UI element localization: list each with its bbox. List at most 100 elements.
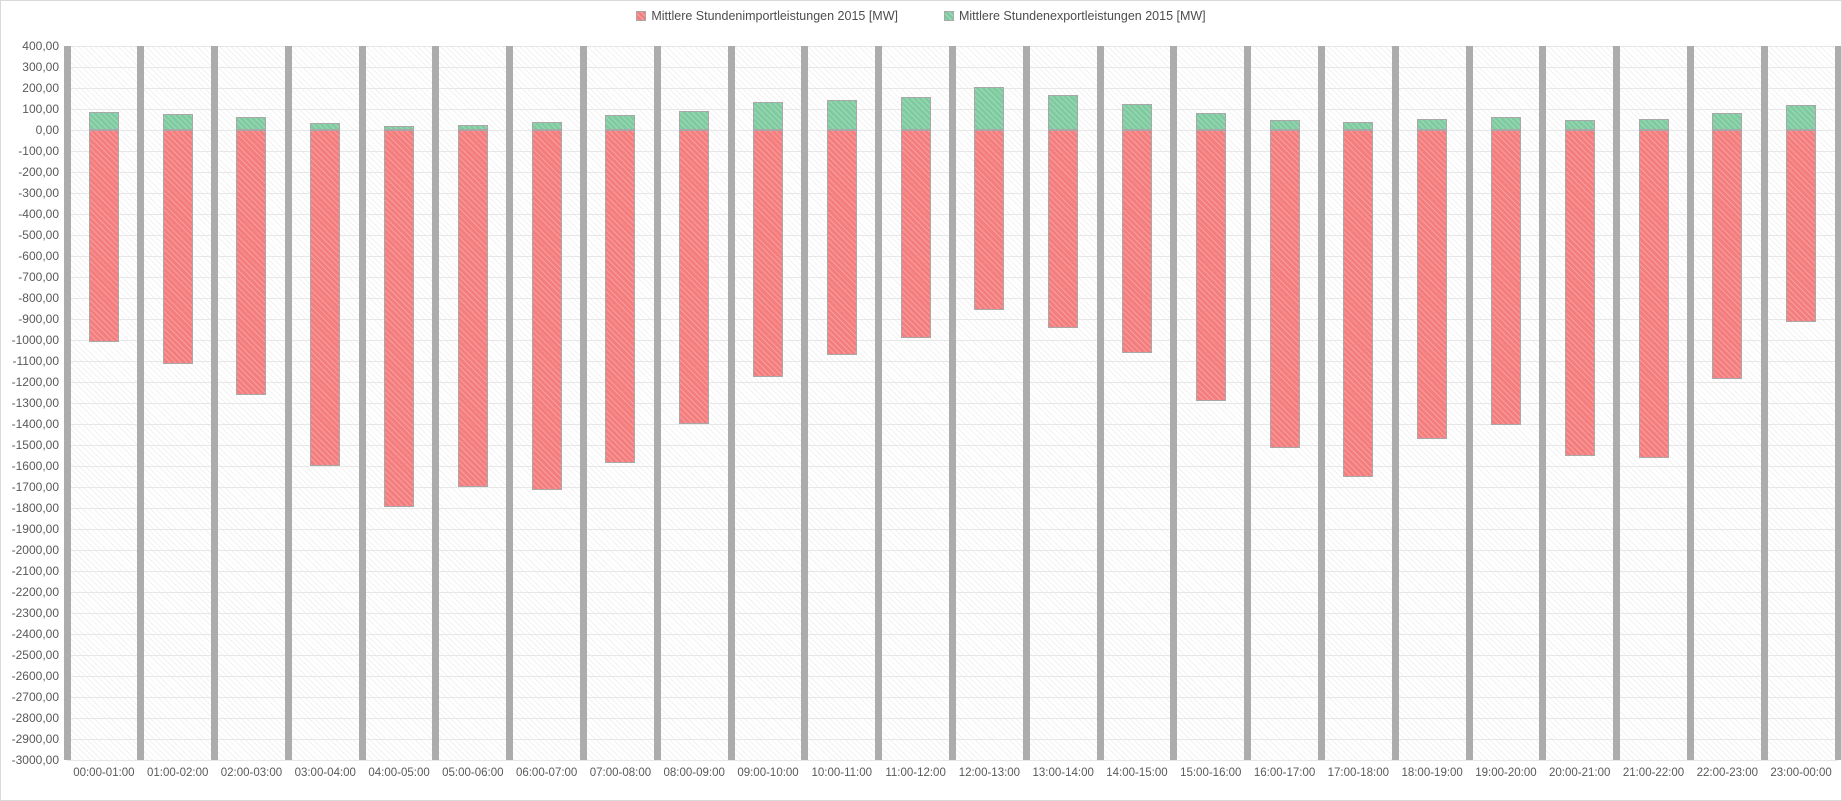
import-bar[interactable] xyxy=(753,130,784,377)
y-axis-tick-label: -700,00 xyxy=(18,269,59,284)
y-axis-tick-label: -2900,00 xyxy=(11,731,59,746)
export-bar[interactable] xyxy=(900,97,931,130)
category-separator xyxy=(358,46,366,760)
y-axis-tick-label: 400,00 xyxy=(22,38,59,53)
import-bar[interactable] xyxy=(1638,130,1669,458)
category-separator xyxy=(137,46,145,760)
export-bar[interactable] xyxy=(1712,113,1743,130)
export-bar[interactable] xyxy=(1564,119,1595,130)
import-series-swatch-icon xyxy=(636,11,647,21)
y-axis-tick-label: -600,00 xyxy=(18,248,59,263)
import-bar[interactable] xyxy=(531,130,562,491)
y-axis-tick-label: -2800,00 xyxy=(11,710,59,725)
chart-legend: Mittlere Stundenimportleistungen 2015 [M… xyxy=(1,9,1841,23)
category-separator xyxy=(1391,46,1399,760)
x-axis-tick-label: 19:00-20:00 xyxy=(1475,767,1537,779)
import-bar[interactable] xyxy=(900,130,931,338)
x-axis-tick-label: 06:00-07:00 xyxy=(515,767,578,779)
export-series-swatch-icon xyxy=(943,11,954,21)
import-bar[interactable] xyxy=(1712,130,1743,379)
y-axis-tick-label: -400,00 xyxy=(18,206,59,221)
export-bar[interactable] xyxy=(1490,116,1521,130)
y-axis-tick-label: 100,00 xyxy=(22,101,59,116)
export-bar[interactable] xyxy=(1121,103,1152,130)
category-separator xyxy=(284,46,292,760)
import-bar[interactable] xyxy=(679,130,710,424)
import-bar[interactable] xyxy=(605,130,636,463)
y-axis-tick-label: -2500,00 xyxy=(11,647,59,662)
x-axis-tick-label: 23:00-00:00 xyxy=(1770,767,1832,779)
x-axis-tick-label: 11:00-12:00 xyxy=(885,767,946,779)
export-bar[interactable] xyxy=(974,86,1005,130)
export-bar[interactable] xyxy=(1417,119,1448,130)
y-axis-tick-label: 300,00 xyxy=(22,59,59,74)
import-bar[interactable] xyxy=(1195,130,1226,401)
category-separator xyxy=(1613,46,1621,760)
x-axis-tick-label: 04:00-05:00 xyxy=(368,767,430,779)
y-axis-tick-label: 0,00 xyxy=(35,122,59,137)
category-separator xyxy=(1096,46,1104,760)
y-axis-tick-label: -2200,00 xyxy=(11,584,59,599)
category-separator xyxy=(1317,46,1325,760)
export-bar[interactable] xyxy=(88,112,119,130)
category-separator xyxy=(1834,46,1841,760)
y-axis-tick-label: -1500,00 xyxy=(11,437,59,452)
export-bar[interactable] xyxy=(753,101,784,130)
import-bar[interactable] xyxy=(1564,130,1595,456)
y-axis-tick-label: -1800,00 xyxy=(11,500,59,515)
export-bar[interactable] xyxy=(1638,118,1669,130)
import-bar[interactable] xyxy=(162,130,193,365)
import-bar[interactable] xyxy=(1269,130,1300,449)
import-bar[interactable] xyxy=(826,130,857,355)
category-separator xyxy=(727,46,735,760)
y-axis-tick-label: -2300,00 xyxy=(11,605,59,620)
y-axis-tick-label: -1300,00 xyxy=(11,395,59,410)
import-bar[interactable] xyxy=(457,130,488,487)
category-separator xyxy=(580,46,588,760)
import-bar[interactable] xyxy=(88,130,119,343)
x-axis-tick-label: 20:00-21:00 xyxy=(1549,767,1611,779)
export-bar[interactable] xyxy=(826,99,857,130)
export-bar[interactable] xyxy=(531,121,562,130)
export-bar[interactable] xyxy=(1786,104,1817,130)
category-separator xyxy=(949,46,956,760)
legend-item-import[interactable]: Mittlere Stundenimportleistungen 2015 [M… xyxy=(636,9,898,23)
y-axis-tick-label: -200,00 xyxy=(18,164,59,179)
import-bar[interactable] xyxy=(1786,130,1817,323)
import-bar[interactable] xyxy=(310,130,341,466)
import-bar[interactable] xyxy=(384,130,415,507)
y-axis-tick-label: -300,00 xyxy=(18,185,59,200)
x-axis-tick-label: 07:00-08:00 xyxy=(589,767,652,779)
legend-item-export[interactable]: Mittlere Stundenexportleistungen 2015 [M… xyxy=(943,9,1206,23)
x-axis-tick-label: 18:00-19:00 xyxy=(1401,767,1463,779)
category-separator xyxy=(1244,46,1252,760)
export-bar[interactable] xyxy=(1343,121,1374,130)
export-bar[interactable] xyxy=(605,115,636,130)
import-bar[interactable] xyxy=(974,130,1005,310)
export-bar[interactable] xyxy=(236,117,267,130)
y-axis-tick-label: -1000,00 xyxy=(11,332,59,347)
export-bar[interactable] xyxy=(1048,95,1079,130)
category-separator xyxy=(432,46,440,760)
import-bar[interactable] xyxy=(1490,130,1521,426)
category-separator xyxy=(875,46,883,760)
export-bar[interactable] xyxy=(1269,119,1300,130)
category-separator xyxy=(653,46,661,760)
export-bar[interactable] xyxy=(457,124,488,130)
export-bar[interactable] xyxy=(310,122,341,130)
category-separator xyxy=(1760,46,1768,760)
y-axis-tick-label: -3000,00 xyxy=(11,752,59,767)
import-bar[interactable] xyxy=(236,130,267,395)
export-bar[interactable] xyxy=(384,125,415,130)
import-bar[interactable] xyxy=(1048,130,1079,329)
export-bar[interactable] xyxy=(162,114,193,130)
import-bar[interactable] xyxy=(1343,130,1374,477)
import-bar[interactable] xyxy=(1417,130,1448,439)
export-bar[interactable] xyxy=(679,111,710,130)
gridline xyxy=(67,759,1838,761)
y-axis-tick-label: -1200,00 xyxy=(11,374,59,389)
x-axis-tick-label: 05:00-06:00 xyxy=(442,767,504,779)
import-bar[interactable] xyxy=(1121,130,1152,353)
export-bar[interactable] xyxy=(1195,113,1226,130)
